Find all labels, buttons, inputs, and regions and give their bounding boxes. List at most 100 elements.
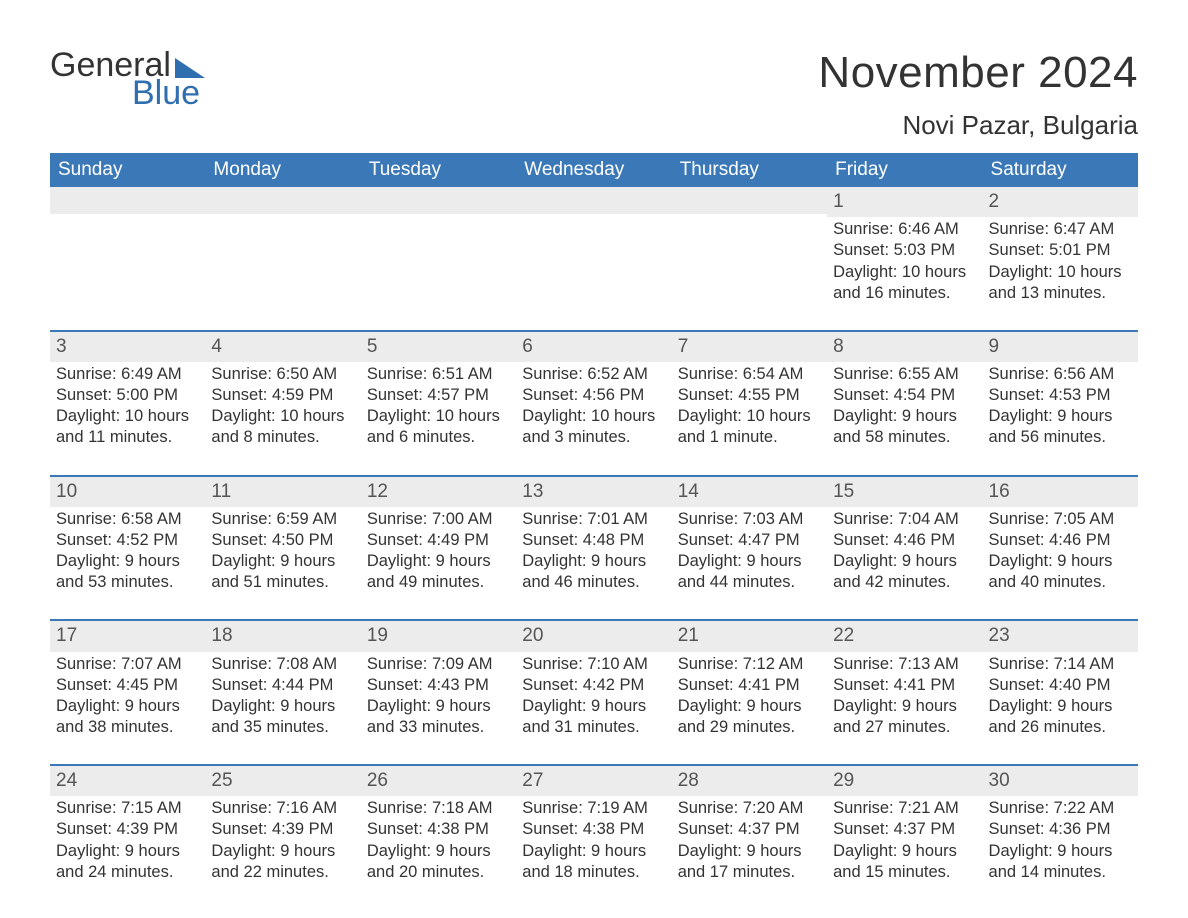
sunrise-line: Sunrise: 7:01 AM: [522, 509, 665, 530]
day-details: Sunrise: 7:13 AMSunset: 4:41 PMDaylight:…: [833, 652, 976, 738]
sunset-line: Sunset: 4:49 PM: [367, 530, 510, 551]
calendar-cell: Sunrise: 6:55 AMSunset: 4:54 PMDaylight:…: [827, 362, 982, 474]
day-number: 28: [672, 764, 827, 796]
day-number: 30: [983, 764, 1138, 796]
day-details: Sunrise: 7:01 AMSunset: 4:48 PMDaylight:…: [522, 507, 665, 593]
calendar-cell: [205, 217, 360, 329]
calendar-cell: Sunrise: 7:00 AMSunset: 4:49 PMDaylight:…: [361, 507, 516, 619]
calendar-cell: Sunrise: 7:05 AMSunset: 4:46 PMDaylight:…: [983, 507, 1138, 619]
day-details: Sunrise: 7:16 AMSunset: 4:39 PMDaylight:…: [211, 796, 354, 882]
sunrise-line: Sunrise: 7:22 AM: [989, 798, 1132, 819]
sunset-line: Sunset: 4:55 PM: [678, 385, 821, 406]
sunset-line: Sunset: 4:37 PM: [833, 819, 976, 840]
day-details: Sunrise: 7:19 AMSunset: 4:38 PMDaylight:…: [522, 796, 665, 882]
daylight-line: Daylight: 9 hours and 27 minutes.: [833, 696, 976, 738]
calendar-cell: Sunrise: 7:14 AMSunset: 4:40 PMDaylight:…: [983, 652, 1138, 764]
day-number-empty: [672, 187, 827, 214]
sunrise-line: Sunrise: 7:09 AM: [367, 654, 510, 675]
day-number: 2: [983, 187, 1138, 217]
sunset-line: Sunset: 5:03 PM: [833, 240, 976, 261]
sunset-line: Sunset: 4:59 PM: [211, 385, 354, 406]
day-number: 25: [205, 764, 360, 796]
daylight-line: Daylight: 9 hours and 18 minutes.: [522, 841, 665, 883]
day-details: Sunrise: 7:09 AMSunset: 4:43 PMDaylight:…: [367, 652, 510, 738]
day-number: 24: [50, 764, 205, 796]
day-details: Sunrise: 7:22 AMSunset: 4:36 PMDaylight:…: [989, 796, 1132, 882]
sunset-line: Sunset: 4:54 PM: [833, 385, 976, 406]
daylight-line: Daylight: 10 hours and 8 minutes.: [211, 406, 354, 448]
day-number: 14: [672, 475, 827, 507]
day-details: Sunrise: 7:21 AMSunset: 4:37 PMDaylight:…: [833, 796, 976, 882]
daylight-line: Daylight: 9 hours and 15 minutes.: [833, 841, 976, 883]
day-details: Sunrise: 6:49 AMSunset: 5:00 PMDaylight:…: [56, 362, 199, 448]
daylight-line: Daylight: 10 hours and 16 minutes.: [833, 262, 976, 304]
day-details: Sunrise: 6:55 AMSunset: 4:54 PMDaylight:…: [833, 362, 976, 448]
day-number-empty: [516, 187, 671, 214]
daylight-line: Daylight: 9 hours and 38 minutes.: [56, 696, 199, 738]
sunset-line: Sunset: 4:50 PM: [211, 530, 354, 551]
calendar-cell: Sunrise: 6:47 AMSunset: 5:01 PMDaylight:…: [983, 217, 1138, 329]
day-details: Sunrise: 7:20 AMSunset: 4:37 PMDaylight:…: [678, 796, 821, 882]
sunset-line: Sunset: 4:48 PM: [522, 530, 665, 551]
daylight-line: Daylight: 9 hours and 17 minutes.: [678, 841, 821, 883]
calendar-cell: Sunrise: 7:16 AMSunset: 4:39 PMDaylight:…: [205, 796, 360, 908]
sunrise-line: Sunrise: 6:46 AM: [833, 219, 976, 240]
daylight-line: Daylight: 9 hours and 20 minutes.: [367, 841, 510, 883]
month-title: November 2024: [818, 48, 1138, 98]
sunset-line: Sunset: 4:42 PM: [522, 675, 665, 696]
sunset-line: Sunset: 4:46 PM: [989, 530, 1132, 551]
sunset-line: Sunset: 4:38 PM: [367, 819, 510, 840]
day-number-empty: [205, 187, 360, 214]
calendar-cell: Sunrise: 7:15 AMSunset: 4:39 PMDaylight:…: [50, 796, 205, 908]
day-details: Sunrise: 6:46 AMSunset: 5:03 PMDaylight:…: [833, 217, 976, 303]
calendar-cell: Sunrise: 6:56 AMSunset: 4:53 PMDaylight:…: [983, 362, 1138, 474]
sunrise-line: Sunrise: 7:07 AM: [56, 654, 199, 675]
day-number: 18: [205, 619, 360, 651]
sunrise-line: Sunrise: 7:08 AM: [211, 654, 354, 675]
calendar-cell: Sunrise: 7:01 AMSunset: 4:48 PMDaylight:…: [516, 507, 671, 619]
sunrise-line: Sunrise: 7:10 AM: [522, 654, 665, 675]
calendar-cell: Sunrise: 7:07 AMSunset: 4:45 PMDaylight:…: [50, 652, 205, 764]
sunrise-line: Sunrise: 6:52 AM: [522, 364, 665, 385]
calendar-cell: Sunrise: 7:09 AMSunset: 4:43 PMDaylight:…: [361, 652, 516, 764]
daylight-line: Daylight: 10 hours and 6 minutes.: [367, 406, 510, 448]
calendar-cell: Sunrise: 7:13 AMSunset: 4:41 PMDaylight:…: [827, 652, 982, 764]
daylight-line: Daylight: 10 hours and 13 minutes.: [989, 262, 1132, 304]
calendar-cell: Sunrise: 6:54 AMSunset: 4:55 PMDaylight:…: [672, 362, 827, 474]
sunrise-line: Sunrise: 7:15 AM: [56, 798, 199, 819]
sunset-line: Sunset: 4:39 PM: [211, 819, 354, 840]
day-number: 27: [516, 764, 671, 796]
daylight-line: Daylight: 9 hours and 33 minutes.: [367, 696, 510, 738]
sunrise-line: Sunrise: 7:03 AM: [678, 509, 821, 530]
daylight-line: Daylight: 9 hours and 24 minutes.: [56, 841, 199, 883]
sunrise-line: Sunrise: 6:59 AM: [211, 509, 354, 530]
calendar-cell: Sunrise: 7:10 AMSunset: 4:42 PMDaylight:…: [516, 652, 671, 764]
day-details: Sunrise: 7:14 AMSunset: 4:40 PMDaylight:…: [989, 652, 1132, 738]
daylight-line: Daylight: 9 hours and 40 minutes.: [989, 551, 1132, 593]
day-number: 10: [50, 475, 205, 507]
sunset-line: Sunset: 4:46 PM: [833, 530, 976, 551]
calendar-cell: Sunrise: 7:12 AMSunset: 4:41 PMDaylight:…: [672, 652, 827, 764]
day-details: Sunrise: 6:56 AMSunset: 4:53 PMDaylight:…: [989, 362, 1132, 448]
sunset-line: Sunset: 4:40 PM: [989, 675, 1132, 696]
sunset-line: Sunset: 4:43 PM: [367, 675, 510, 696]
day-number: 9: [983, 330, 1138, 362]
day-details: Sunrise: 7:07 AMSunset: 4:45 PMDaylight:…: [56, 652, 199, 738]
day-details: Sunrise: 6:52 AMSunset: 4:56 PMDaylight:…: [522, 362, 665, 448]
calendar-cell: Sunrise: 7:21 AMSunset: 4:37 PMDaylight:…: [827, 796, 982, 908]
brand-logo: General Blue: [50, 48, 209, 110]
day-details: Sunrise: 7:00 AMSunset: 4:49 PMDaylight:…: [367, 507, 510, 593]
daylight-line: Daylight: 10 hours and 11 minutes.: [56, 406, 199, 448]
calendar-cell: Sunrise: 7:04 AMSunset: 4:46 PMDaylight:…: [827, 507, 982, 619]
sunrise-line: Sunrise: 6:50 AM: [211, 364, 354, 385]
calendar-header-row: SundayMondayTuesdayWednesdayThursdayFrid…: [50, 153, 1138, 187]
day-number: 13: [516, 475, 671, 507]
day-details: Sunrise: 6:58 AMSunset: 4:52 PMDaylight:…: [56, 507, 199, 593]
day-details: Sunrise: 7:15 AMSunset: 4:39 PMDaylight:…: [56, 796, 199, 882]
day-number: 20: [516, 619, 671, 651]
weekday-header: Tuesday: [361, 153, 516, 187]
sunrise-line: Sunrise: 7:19 AM: [522, 798, 665, 819]
day-details: Sunrise: 6:54 AMSunset: 4:55 PMDaylight:…: [678, 362, 821, 448]
sunrise-line: Sunrise: 7:04 AM: [833, 509, 976, 530]
weekday-header: Saturday: [983, 153, 1138, 187]
